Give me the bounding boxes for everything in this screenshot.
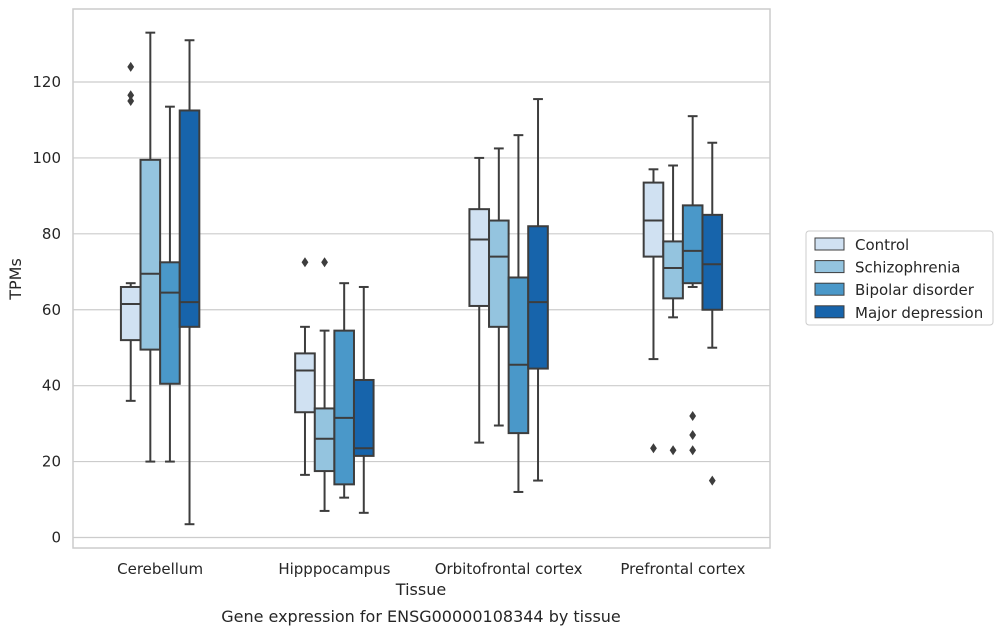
outlier-marker [689, 411, 697, 422]
y-tick-label: 60 [42, 301, 61, 319]
x-tick-labels: Cerebellum Hipppocampus Orbitofrontal cort… [117, 560, 745, 578]
box-iqr [333, 329, 355, 486]
box-major-depression [527, 98, 549, 482]
box-major-depression [701, 141, 724, 486]
box-iqr [527, 225, 549, 370]
y-tick-label: 80 [42, 225, 61, 243]
outlier-marker [127, 90, 135, 101]
box-iqr [488, 219, 510, 328]
outlier-marker [127, 61, 135, 72]
x-tick-label: Cerebellum [117, 560, 203, 578]
outlier-marker [708, 475, 716, 486]
y-tick-label: 120 [32, 73, 61, 91]
outlier-marker [321, 257, 328, 268]
box-control [468, 156, 491, 444]
x-axis-label: Tissue [395, 580, 446, 599]
chart-caption: Gene expression for ENSG00000108344 by t… [221, 607, 621, 626]
box-iqr [139, 158, 162, 351]
box-major-depression [352, 285, 375, 514]
box-schizophrenia [488, 147, 510, 427]
outlier-marker [650, 443, 657, 454]
box-iqr [507, 276, 530, 435]
box-control [294, 257, 316, 476]
legend: Control Schizophrenia Bipolar disorder Majo… [805, 230, 994, 326]
x-tick-label: Orbitofrontal cortex [435, 560, 583, 578]
box-iqr [701, 213, 724, 311]
y-tick-label: 20 [42, 453, 61, 471]
outlier-marker [301, 257, 309, 268]
box-iqr [159, 261, 181, 385]
legend-label: Major depression [855, 304, 983, 322]
box-schizophrenia [313, 257, 336, 512]
box-iqr [119, 285, 142, 342]
box-control [642, 168, 665, 454]
box-iqr [352, 378, 375, 457]
outlier-marker [669, 445, 677, 456]
box-major-depression [178, 39, 201, 526]
legend-frame [805, 230, 994, 326]
box-bipolar-disorder [681, 115, 704, 456]
legend-label: Schizophrenia [855, 259, 960, 277]
x-tick-label: Prefrontal cortex [620, 560, 745, 578]
box-group [119, 31, 724, 526]
y-axis-label: TPMs [6, 258, 25, 301]
legend-label: Bipolar disorder [855, 281, 975, 299]
legend-swatch [814, 260, 845, 274]
box-control [119, 61, 142, 402]
box-iqr [294, 352, 316, 414]
legend-label: Control [855, 236, 909, 254]
box-schizophrenia [139, 31, 162, 463]
plot-frame [72, 8, 771, 549]
y-tick-label: 0 [51, 529, 61, 547]
legend-swatch [814, 282, 845, 296]
outlier-marker [689, 445, 697, 456]
box-iqr [178, 109, 201, 328]
legend-swatch [814, 237, 845, 251]
box-bipolar-disorder [507, 134, 530, 493]
box-iqr [681, 204, 704, 285]
box-iqr [468, 208, 491, 307]
y-tick-label: 40 [42, 377, 61, 395]
x-tick-label: Hipppocampus [278, 560, 390, 578]
box-schizophrenia [662, 164, 684, 456]
box-iqr [662, 240, 684, 300]
y-tick-labels: 0 20 40 60 80 100 120 [32, 73, 61, 547]
outlier-marker [689, 430, 697, 441]
y-tick-label: 100 [32, 149, 61, 167]
legend-swatch [814, 305, 845, 319]
outlier-marker [127, 95, 135, 106]
